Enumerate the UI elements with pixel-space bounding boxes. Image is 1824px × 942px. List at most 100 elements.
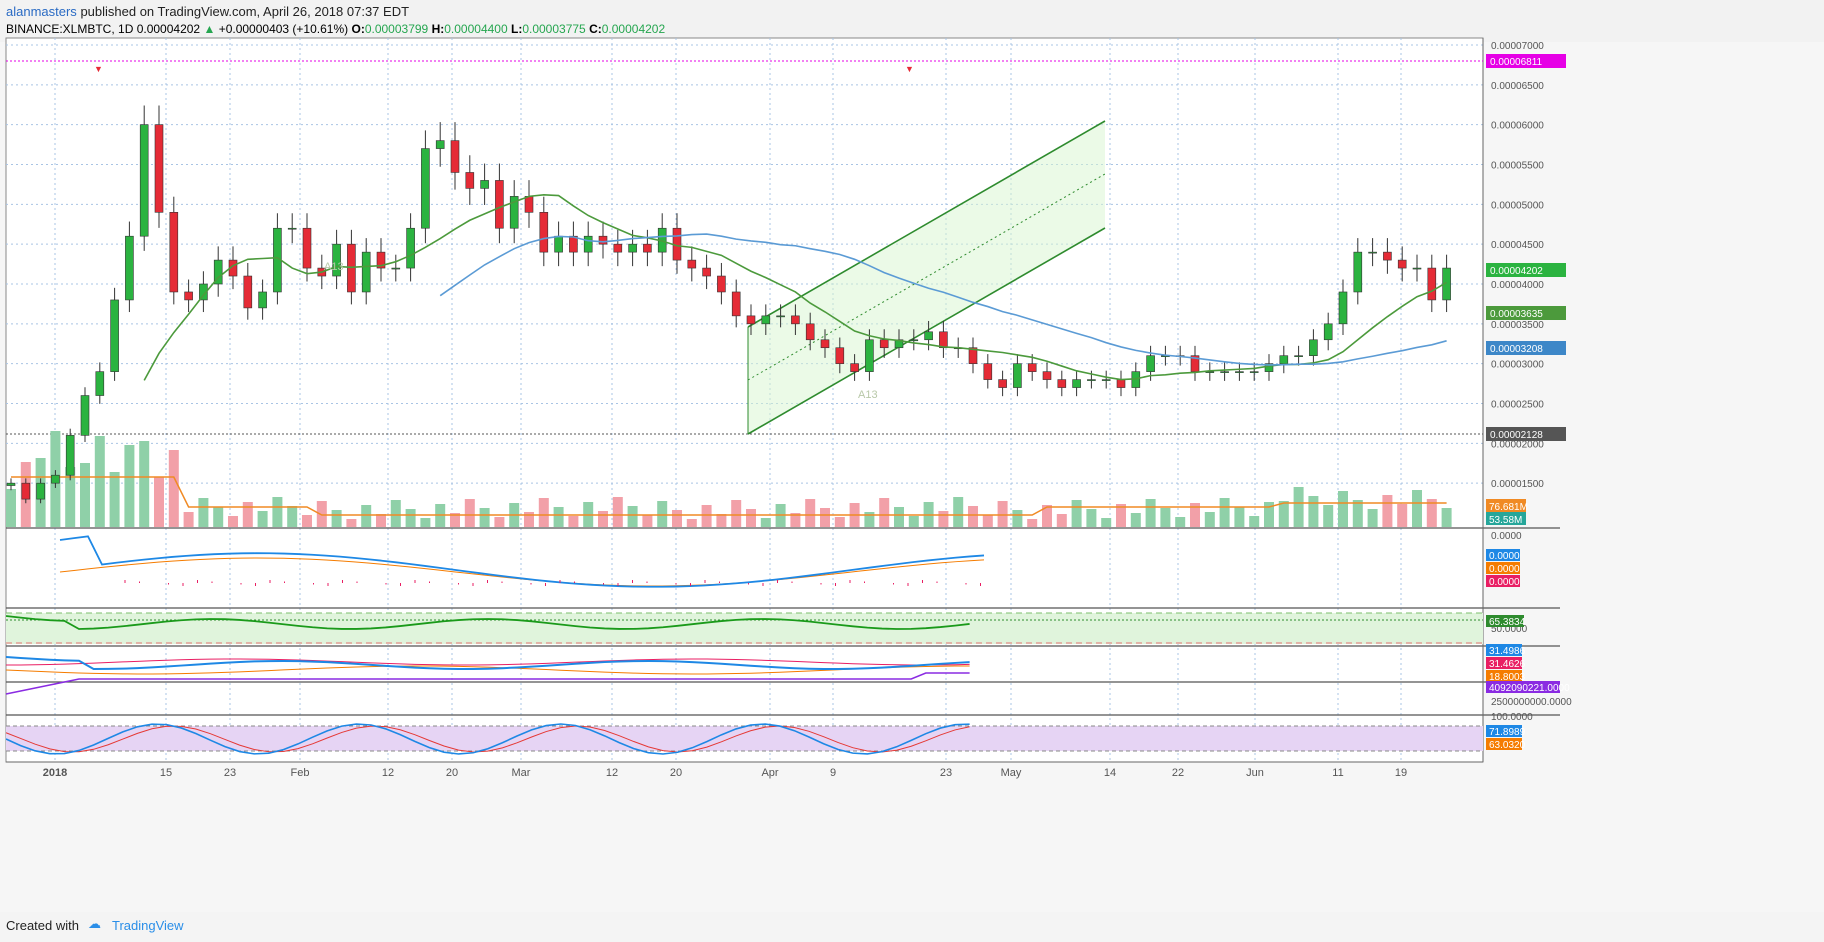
channel-upper: [747, 120, 1106, 328]
candle-body: [406, 227, 415, 269]
volume-bar: [109, 472, 120, 527]
dmi-tag-label: 18.8003: [1489, 672, 1526, 683]
candle-body: [1072, 379, 1081, 388]
candle-body: [1249, 371, 1259, 373]
volume-bar: [820, 508, 830, 527]
macd-tag-label: 0.0000: [1489, 564, 1520, 575]
symbol-label[interactable]: BINANCE:XLMBTC, 1D: [6, 22, 134, 36]
volume-bar: [65, 467, 76, 527]
candle-body: [761, 315, 771, 325]
obv-tick-label: 2500000000.0000: [1491, 697, 1572, 708]
close-value: 0.00004202: [601, 22, 666, 36]
volume-bar: [450, 513, 460, 527]
volume-bar: [746, 509, 756, 527]
volume-bar: [139, 441, 150, 527]
volume-bar: [1352, 500, 1363, 527]
volume-bar: [1338, 491, 1348, 527]
volume-bar: [1293, 487, 1304, 527]
candle-body: [924, 331, 933, 341]
open-value: 0.00003799: [364, 22, 429, 36]
x-tick-label: Apr: [761, 767, 778, 779]
candle-body: [1309, 339, 1318, 356]
volume-bar: [183, 512, 194, 527]
candle-body: [539, 212, 549, 253]
volume-bar: [1382, 495, 1393, 527]
volume-bar: [405, 509, 416, 527]
candle-body: [524, 196, 534, 213]
symbol-line: BINANCE:XLMBTC, 1D 0.00004202 ▲ +0.00000…: [6, 22, 665, 36]
candle-body: [717, 275, 726, 293]
candle-body: [835, 347, 845, 364]
candle-body: [939, 331, 948, 349]
volume-bar: [864, 512, 875, 527]
candle-body: [1235, 371, 1244, 373]
candle-body: [243, 275, 253, 309]
dmi-tag-label: 31.4986: [1489, 646, 1526, 657]
volume-bar: [1145, 499, 1156, 527]
candle-body: [154, 124, 164, 213]
candle-body: [302, 227, 312, 269]
rsi-tag: [1486, 615, 1524, 627]
volume-bar: [908, 516, 919, 527]
candle-body: [1101, 379, 1111, 381]
y-tick-label: 0.00006500: [1491, 81, 1544, 92]
candle-body: [509, 196, 519, 229]
volume-bar: [1441, 508, 1452, 527]
candle-body: [332, 243, 341, 277]
volume-bar: [716, 514, 727, 527]
candle-body: [51, 474, 60, 484]
volume-bar: [198, 498, 209, 527]
candle-body: [850, 363, 859, 372]
tradingview-link[interactable]: TradingView: [112, 918, 184, 933]
candle-body: [805, 323, 815, 341]
volume-tag: [1486, 499, 1526, 512]
candle-body: [1264, 363, 1274, 372]
candle-body: [110, 299, 119, 372]
rsi-band: [6, 613, 1483, 644]
candle-body: [746, 315, 756, 325]
volume-bar: [94, 436, 105, 527]
sell-marker-icon: ▼: [905, 64, 914, 74]
chart-canvas[interactable]: 0.00007000 0.00006500 0.00006000 0.00005500…: [0, 0, 1824, 912]
obv-tag: [1486, 681, 1560, 693]
price-tag: [1486, 341, 1566, 355]
candle-body: [169, 212, 179, 293]
stoch-k-line: [5, 723, 970, 755]
candle-body: [435, 140, 445, 149]
y-tick-label: 0.00003500: [1491, 320, 1544, 331]
volume-bar: [6, 489, 16, 527]
candle-body: [1057, 379, 1067, 388]
stoch-d-line: [5, 725, 970, 753]
low-value: 0.00003775: [522, 22, 586, 36]
volume-bar: [1042, 505, 1052, 527]
volume-bar: [302, 515, 312, 527]
volume-bar: [997, 501, 1008, 527]
volume-bar: [228, 516, 238, 527]
candle-body: [36, 482, 45, 500]
price-tag: [1486, 54, 1566, 68]
macd-tag-label: 0.0000: [1489, 551, 1520, 562]
x-tick-label: 20: [446, 767, 458, 779]
y-tick-label: 0.00004500: [1491, 240, 1544, 251]
candle-body: [820, 339, 830, 349]
high-value: 0.00004400: [444, 22, 508, 36]
candle-body: [1383, 251, 1392, 261]
volume-bar: [642, 515, 653, 527]
volume-bar: [479, 508, 490, 527]
open-label: O:: [351, 22, 365, 36]
price-tag-label: 0.00004202: [1490, 266, 1543, 277]
candle-body: [258, 291, 267, 309]
volume-bar: [1323, 505, 1334, 527]
sma-long-line: [439, 233, 1447, 366]
author-link[interactable]: alanmasters: [6, 4, 77, 19]
volume-bar: [1116, 504, 1126, 527]
price-change: +0.00000403 (+10.61%): [218, 22, 349, 36]
rsi-line: [5, 615, 970, 630]
volume-bar: [494, 517, 505, 527]
price-tag: [1486, 306, 1566, 320]
candle-body: [1116, 379, 1126, 388]
candle-body: [1146, 355, 1155, 372]
volume-bar: [1130, 513, 1141, 527]
macd-tag-label: 0.0000: [1489, 577, 1520, 588]
candle-body: [376, 251, 386, 269]
